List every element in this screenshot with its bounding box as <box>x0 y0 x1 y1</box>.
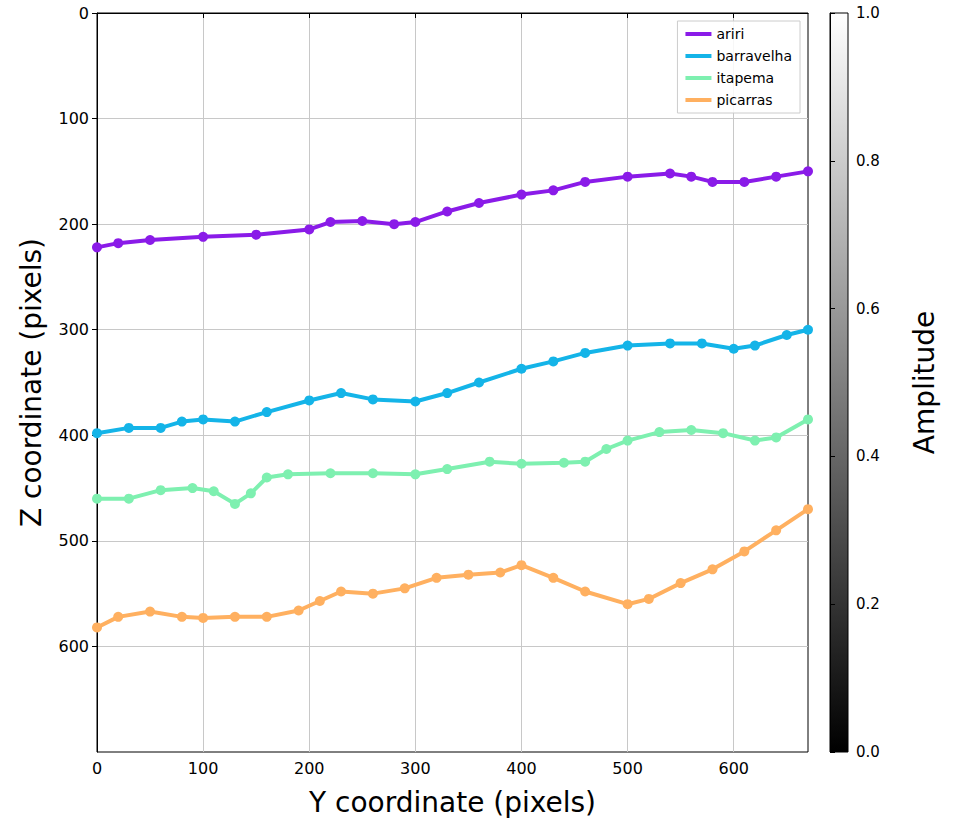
svg-text:0.8: 0.8 <box>856 152 880 170</box>
svg-text:0: 0 <box>92 759 102 778</box>
svg-text:400: 400 <box>506 759 537 778</box>
svg-text:ariri: ariri <box>716 26 744 42</box>
svg-text:300: 300 <box>58 320 89 339</box>
svg-text:100: 100 <box>188 759 219 778</box>
svg-text:500: 500 <box>58 531 89 550</box>
svg-text:barravelha: barravelha <box>716 48 792 64</box>
svg-text:100: 100 <box>58 109 89 128</box>
svg-text:Amplitude: Amplitude <box>908 311 941 455</box>
svg-text:400: 400 <box>58 426 89 445</box>
svg-text:0: 0 <box>79 4 89 23</box>
svg-text:picarras: picarras <box>716 92 772 108</box>
svg-text:0.4: 0.4 <box>856 447 880 465</box>
svg-text:1.0: 1.0 <box>856 4 880 22</box>
svg-text:0.2: 0.2 <box>856 595 880 613</box>
svg-text:500: 500 <box>612 759 643 778</box>
svg-text:0.6: 0.6 <box>856 300 880 318</box>
svg-text:0.0: 0.0 <box>856 743 880 761</box>
svg-text:Y coordinate (pixels): Y coordinate (pixels) <box>308 786 596 819</box>
svg-text:Z coordinate (pixels): Z coordinate (pixels) <box>15 238 48 527</box>
svg-text:300: 300 <box>400 759 431 778</box>
svg-text:600: 600 <box>718 759 749 778</box>
svg-text:200: 200 <box>294 759 325 778</box>
svg-text:600: 600 <box>58 637 89 656</box>
svg-text:200: 200 <box>58 215 89 234</box>
svg-text:itapema: itapema <box>716 70 774 86</box>
